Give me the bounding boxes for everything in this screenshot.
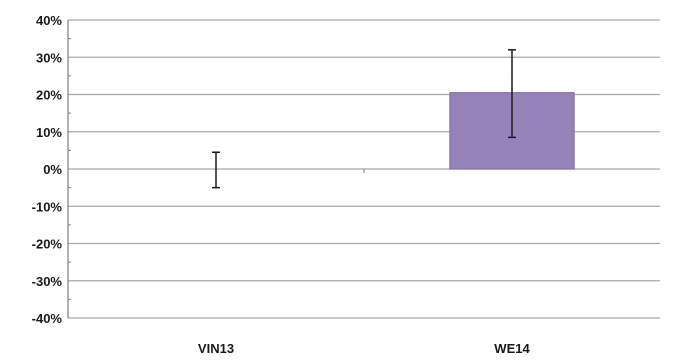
error-bars [212, 49, 516, 189]
x-axis-labels: VIN13 WE14 [198, 341, 531, 356]
x-category-label: WE14 [494, 341, 530, 356]
y-tick-label: -40% [32, 311, 63, 326]
y-tick-label: 0% [43, 162, 62, 177]
y-axis-ticks: 40% 30% 20% 10% 0% -10% -20% -30% -40% [32, 13, 63, 326]
y-tick-label: 30% [36, 50, 62, 65]
y-tick-label: 10% [36, 125, 62, 140]
y-tick-label: -20% [32, 237, 63, 252]
y-tick-label: -30% [32, 274, 63, 289]
y-tick-label: 20% [36, 88, 62, 103]
axes [67, 20, 365, 318]
y-tick-label: 40% [36, 13, 62, 28]
y-tick-label: -10% [32, 199, 63, 214]
x-category-label: VIN13 [198, 341, 234, 356]
